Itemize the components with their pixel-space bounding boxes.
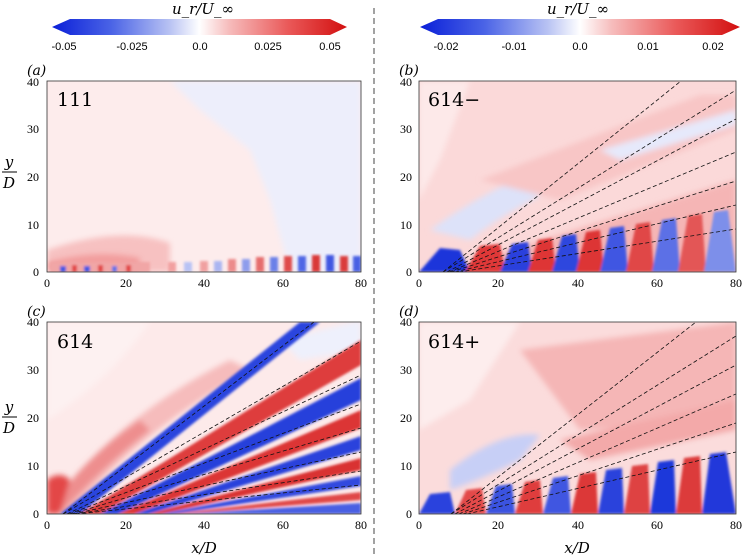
panel-a-field: [47, 81, 361, 272]
colorbar-right-tick: 0.02: [702, 41, 723, 53]
panel-label: (d): [399, 304, 419, 320]
x-tick: 60: [651, 518, 663, 532]
colorbar-left-tick: -0.025: [116, 41, 147, 53]
panel-d-field: [419, 322, 736, 514]
panel-d: (d): [399, 304, 742, 532]
colorbar-left-title: u_r/U_∞: [172, 0, 234, 18]
panel-label: (c): [27, 304, 46, 320]
x-tick: 20: [492, 518, 504, 532]
panel-d-rays: [450, 322, 736, 514]
x-tick: 60: [277, 276, 289, 290]
y-tick: 0: [33, 507, 39, 521]
x-tick: 60: [277, 518, 289, 532]
y-tick: 40: [400, 75, 412, 89]
y-label-numerator: y: [4, 398, 14, 416]
y-tick: 40: [400, 315, 412, 329]
x-axis-label-right: x/D: [564, 539, 590, 557]
panel-a: (a): [27, 63, 367, 290]
y-tick: 10: [27, 459, 39, 473]
y-tick: 40: [27, 75, 39, 89]
panel-c-rays: [62, 322, 361, 514]
x-tick: 20: [120, 518, 132, 532]
colorbar-left-tick: 0.0: [192, 41, 207, 53]
y-tick: 10: [400, 218, 412, 232]
x-tick: 0: [416, 276, 422, 290]
y-tick: 20: [27, 170, 39, 184]
y-tick: 0: [33, 265, 39, 279]
x-tick: 80: [730, 276, 742, 290]
panel-b-field: [419, 81, 736, 272]
x-tick: 0: [416, 518, 422, 532]
colorbar-right-title: u_r/U_∞: [547, 0, 609, 18]
panel-c-field: [47, 322, 361, 514]
y-tick: 30: [27, 122, 39, 136]
case-label: 614+: [428, 331, 480, 353]
y-tick: 10: [400, 459, 412, 473]
x-tick: 80: [355, 518, 367, 532]
y-tick: 40: [27, 315, 39, 329]
y-tick: 30: [400, 363, 412, 377]
x-axis-label-left: x/D: [191, 539, 217, 557]
y-tick: 0: [406, 265, 412, 279]
x-tick: 80: [355, 276, 367, 290]
y-tick: 30: [27, 363, 39, 377]
colorbar-right-tick: -0.01: [501, 41, 526, 53]
x-tick: 40: [198, 518, 210, 532]
panel-label: (b): [399, 63, 419, 79]
colorbar-left: u_r/U_∞ -0.05 -0.025 0.0 0.025 0.05: [51, 0, 347, 53]
x-tick: 40: [572, 518, 584, 532]
y-tick: 20: [400, 411, 412, 425]
panel-label: (a): [27, 63, 46, 79]
y-tick: 0: [406, 507, 412, 521]
colorbar-right-tick: 0.01: [637, 41, 658, 53]
y-axis-label-bottom: y D: [2, 398, 17, 437]
colorbar-left-tick: 0.05: [319, 41, 340, 53]
case-label: 614−: [428, 89, 480, 111]
panel-c: (c): [27, 304, 367, 532]
case-label: 111: [57, 89, 93, 111]
colorbar-left-tick: 0.025: [254, 41, 282, 53]
colorbar-right-tick: 0.0: [572, 41, 587, 53]
x-tick: 40: [198, 276, 210, 290]
panel-b: (b): [399, 63, 742, 290]
colorbar-left-tick: -0.05: [51, 41, 76, 53]
y-tick: 30: [400, 122, 412, 136]
x-tick: 20: [492, 276, 504, 290]
y-tick: 20: [400, 170, 412, 184]
x-tick: 0: [44, 276, 50, 290]
y-tick: 10: [27, 218, 39, 232]
x-tick: 80: [730, 518, 742, 532]
colorbar-right-tick: -0.02: [433, 41, 458, 53]
colorbar-right: u_r/U_∞ -0.02 -0.01 0.0 0.01 0.02: [420, 0, 740, 53]
x-tick: 0: [44, 518, 50, 532]
y-label-denominator: D: [2, 174, 15, 192]
x-tick: 40: [572, 276, 584, 290]
x-tick: 60: [651, 276, 663, 290]
panel-b-rays: [442, 81, 736, 272]
y-label-numerator: y: [4, 153, 14, 171]
y-axis-label-top: y D: [2, 153, 17, 192]
y-tick: 20: [27, 411, 39, 425]
case-label: 614: [57, 331, 93, 353]
y-label-denominator: D: [2, 419, 15, 437]
x-tick: 20: [120, 276, 132, 290]
